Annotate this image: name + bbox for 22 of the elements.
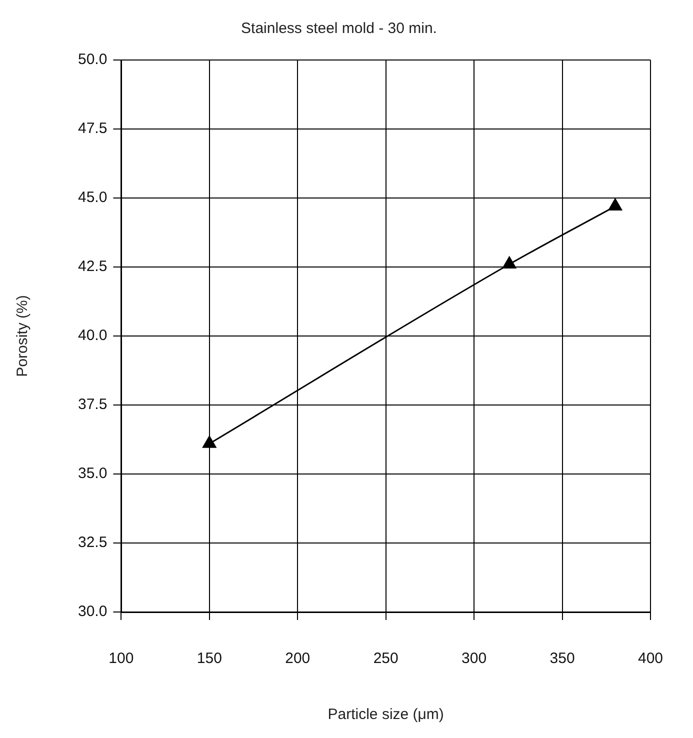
x-tick-label: 350 [550, 650, 575, 668]
y-tick-label: 35.0 [78, 465, 108, 482]
x-tick-label: 150 [196, 650, 222, 668]
x-tick-label: 100 [108, 650, 134, 668]
x-tick-label: 400 [638, 650, 663, 668]
y-axis-title: Porosity (%) [14, 295, 32, 377]
x-axis-title: Particle size (μm) [328, 706, 444, 724]
x-tick-label: 300 [462, 650, 487, 668]
y-tick-label: 50.0 [78, 51, 108, 68]
x-tick-label: 250 [373, 650, 398, 668]
point [608, 198, 622, 211]
y-tick-label: 37.5 [78, 396, 108, 414]
chart-title: Stainless steel mold - 30 min. [241, 20, 437, 38]
point [502, 256, 516, 268]
x-tick-label: 200 [285, 650, 310, 668]
y-tick-label: 32.5 [78, 534, 108, 552]
y-tick-label: 40.0 [78, 327, 108, 344]
point [202, 436, 216, 448]
y-tick-label: 47.5 [78, 120, 108, 138]
y-tick-label: 45.0 [78, 189, 108, 206]
y-tick-label: 42.5 [78, 258, 108, 276]
y-tick-label: 30.0 [78, 603, 108, 620]
